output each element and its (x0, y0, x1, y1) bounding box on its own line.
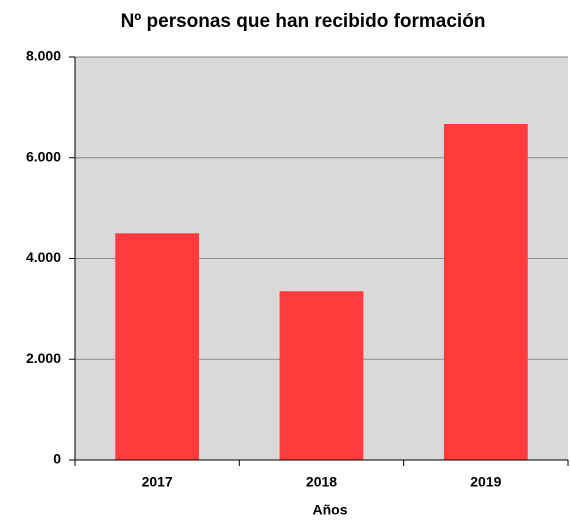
bar (443, 123, 528, 460)
y-tick-label: 0 (53, 451, 61, 467)
x-tick-label: 2017 (142, 474, 173, 490)
y-tick-label: 2.000 (26, 350, 61, 366)
x-axis-label: Años (313, 502, 348, 518)
y-tick-label: 8.000 (26, 48, 61, 64)
y-tick-label: 4.000 (26, 249, 61, 265)
x-tick-label: 2019 (470, 474, 501, 490)
chart-title: Nº personas que han recibido formación (121, 11, 486, 32)
x-tick-label: 2018 (306, 474, 337, 490)
bar (279, 291, 364, 460)
bar (115, 233, 200, 460)
y-tick-label: 6.000 (26, 148, 61, 164)
